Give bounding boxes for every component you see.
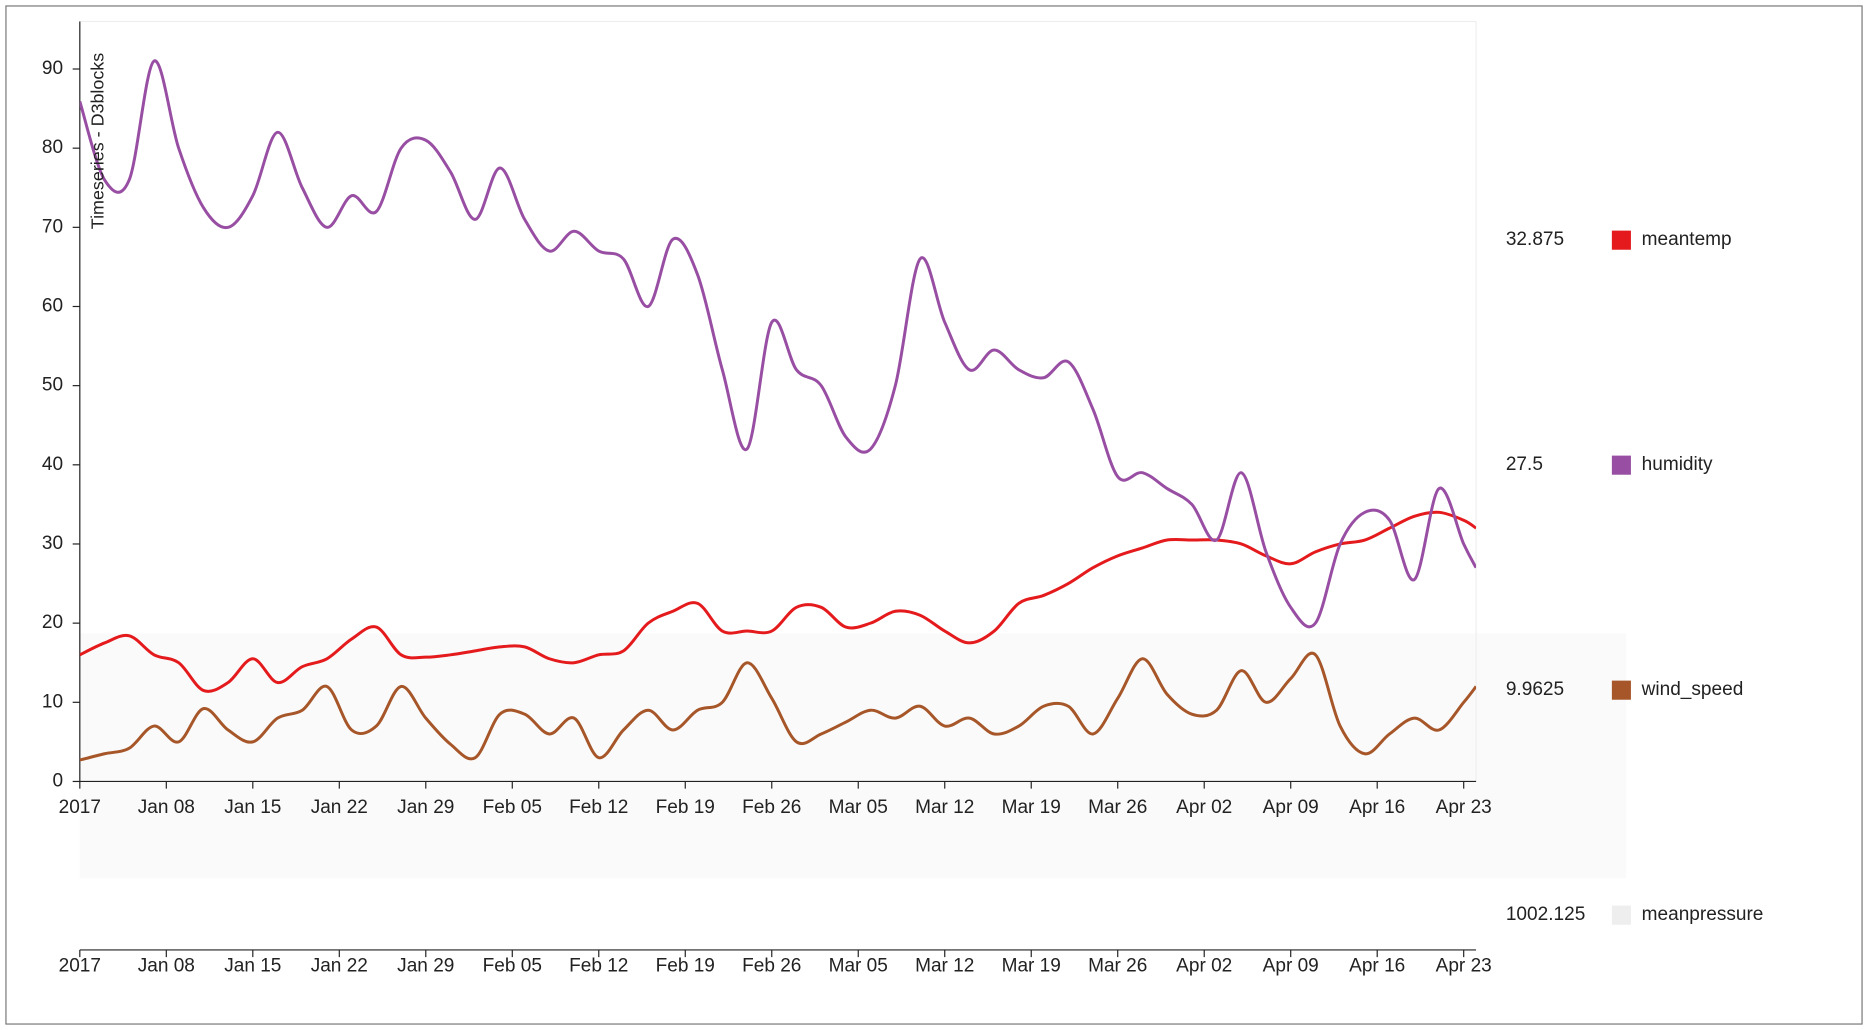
y-tick-label: 0	[53, 770, 64, 791]
legend-value: 9.9625	[1506, 679, 1564, 700]
context-x-tick-label: Feb 19	[656, 956, 715, 977]
context-x-tick-label: Apr 16	[1349, 956, 1405, 977]
y-tick-label: 80	[42, 137, 63, 158]
y-tick-label: 70	[42, 216, 63, 237]
x-tick-label: Apr 02	[1176, 797, 1232, 818]
y-tick-label: 50	[42, 375, 63, 396]
legend: 32.875 meantemp 27.5 humidity 9.9625 wind_spe…	[1506, 229, 1764, 925]
x-tick-label: 2017	[59, 797, 101, 818]
legend-value: 27.5	[1506, 454, 1543, 475]
legend-value: 32.875	[1506, 229, 1564, 250]
legend-swatch	[1611, 680, 1631, 700]
context-x-tick-label: Mar 05	[829, 956, 888, 977]
x-tick-label: Apr 09	[1263, 797, 1319, 818]
line-humidity	[79, 59, 1477, 629]
y-tick-label: 40	[42, 454, 63, 475]
axes: 0 10 20 30 40 50 60 70 80 90 2017 Jan 08 Jan 15 Jan 2…	[42, 21, 1492, 977]
context-x-tick-label: Apr 23	[1436, 956, 1492, 977]
legend-label: meantemp	[1642, 229, 1732, 250]
context-x-tick-label: Mar 26	[1088, 956, 1147, 977]
x-tick-label: Jan 22	[311, 797, 368, 818]
context-x-tick-label: Feb 26	[742, 956, 801, 977]
context-area	[79, 633, 1627, 879]
context-x-tick-label: 2017	[59, 956, 101, 977]
y-tick-label: 60	[42, 296, 63, 317]
x-tick-label: Feb 26	[742, 797, 801, 818]
context-x-tick-label: Mar 12	[915, 956, 974, 977]
y-tick-label: 90	[42, 58, 63, 79]
context-x-tick-label: Jan 22	[311, 956, 368, 977]
x-tick-label: Mar 26	[1088, 797, 1147, 818]
lines	[79, 59, 1477, 762]
legend-value: 1002.125	[1506, 904, 1585, 925]
context-x-tick-label: Apr 09	[1263, 956, 1319, 977]
context-x-tick-label: Jan 08	[138, 956, 195, 977]
legend-label: wind_speed	[1641, 679, 1744, 700]
x-tick-label: Feb 05	[483, 797, 542, 818]
x-tick-label: Mar 05	[829, 797, 888, 818]
x-tick-label: Feb 19	[656, 797, 715, 818]
context-x-tick-label: Jan 29	[397, 956, 454, 977]
legend-label: humidity	[1642, 454, 1713, 475]
x-tick-label: Mar 19	[1002, 797, 1061, 818]
line-wind-speed	[79, 651, 1477, 762]
x-tick-label: Feb 12	[569, 797, 628, 818]
legend-label: meanpressure	[1642, 904, 1764, 925]
context-x-tick-label: Mar 19	[1002, 956, 1061, 977]
x-tick-label: Jan 29	[397, 797, 454, 818]
x-tick-label: Jan 08	[138, 797, 195, 818]
line-meantemp	[79, 510, 1477, 693]
context-x-tick-label: Jan 15	[224, 956, 281, 977]
context-x-tick-label: Apr 02	[1176, 956, 1232, 977]
x-tick-label: Mar 12	[915, 797, 974, 818]
x-tick-label: Apr 16	[1349, 797, 1405, 818]
legend-swatch	[1611, 905, 1631, 925]
legend-swatch	[1611, 455, 1631, 475]
x-tick-label: Apr 23	[1436, 797, 1492, 818]
x-tick-label: Jan 15	[224, 797, 281, 818]
y-tick-label: 10	[42, 691, 63, 712]
legend-swatch	[1611, 230, 1631, 250]
y-tick-label: 30	[42, 533, 63, 554]
y-tick-label: 20	[42, 612, 63, 633]
chart-title: Timeseries - D3blocks	[88, 53, 108, 229]
context-x-tick-label: Feb 12	[569, 956, 628, 977]
context-x-tick-label: Feb 05	[483, 956, 542, 977]
